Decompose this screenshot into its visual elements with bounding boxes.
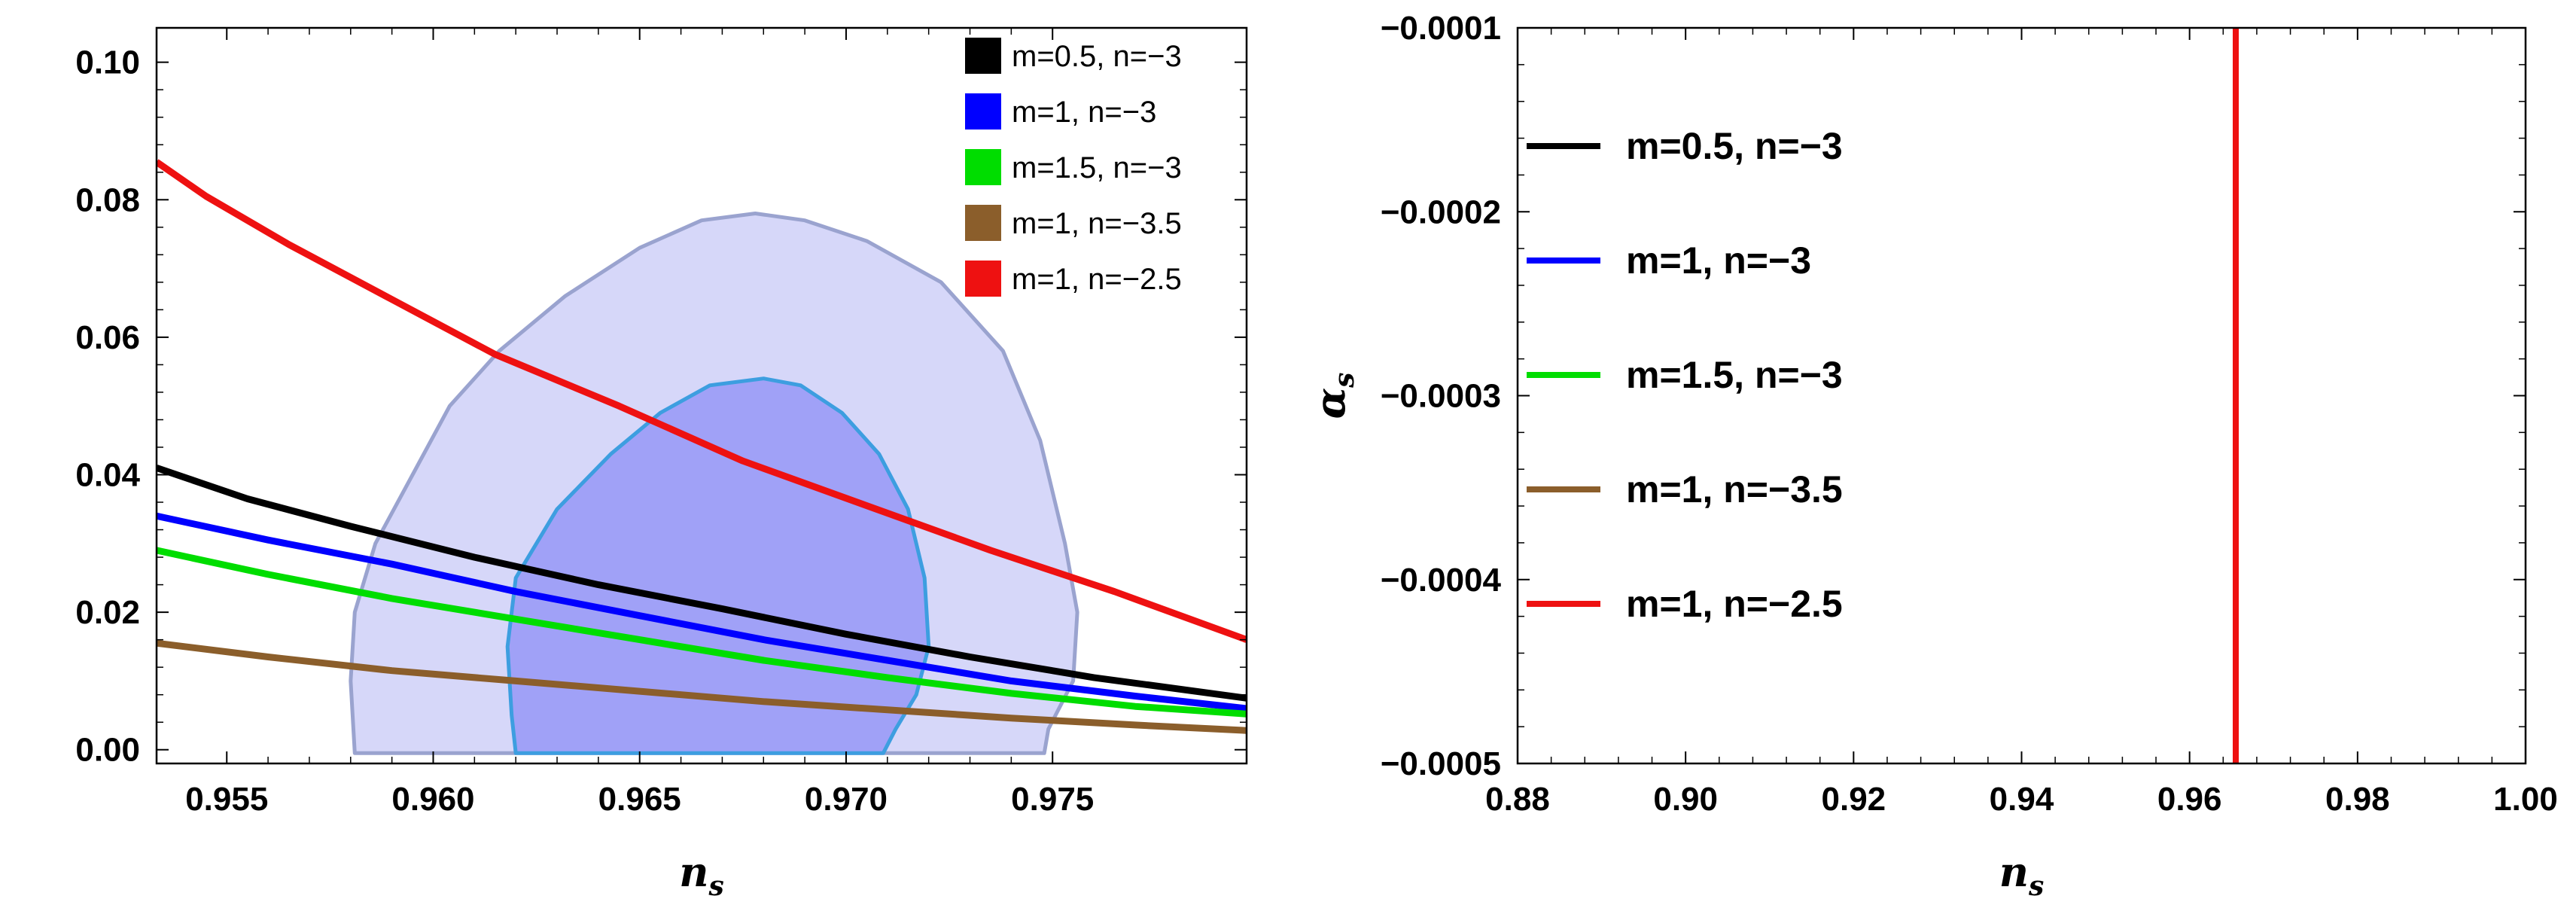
y-axis-title: αs bbox=[1306, 373, 1360, 419]
x-tick-label: 0.90 bbox=[1653, 781, 1718, 818]
series-line-4 bbox=[157, 159, 1247, 643]
x-tick-label: 1.00 bbox=[2493, 781, 2558, 818]
x-tick-label: 0.955 bbox=[185, 781, 268, 818]
x-tick-label: 0.98 bbox=[2325, 781, 2390, 818]
x-tick-label: 0.960 bbox=[391, 781, 474, 818]
x-tick-label: 0.88 bbox=[1485, 781, 1550, 818]
series-line-1 bbox=[157, 512, 1247, 712]
legend-label: m=0.5, n=−3 bbox=[1626, 125, 1843, 167]
y-tick-label: 0.06 bbox=[75, 319, 140, 356]
x-tick-label: 0.92 bbox=[1822, 781, 1886, 818]
legend-label: m=1, n=−3.5 bbox=[1626, 468, 1843, 510]
x-tick-label: 0.975 bbox=[1011, 781, 1094, 818]
legend-swatch bbox=[965, 261, 1001, 297]
x-tick-label: 0.965 bbox=[598, 781, 681, 818]
legend-label: m=1.5, n=−3 bbox=[1012, 151, 1182, 184]
legend-label: m=0.5, n=−3 bbox=[1012, 40, 1182, 73]
legend-label: m=1, n=−3 bbox=[1626, 239, 1811, 282]
y-tick-label: 0.02 bbox=[75, 594, 140, 631]
y-tick-label: 0.04 bbox=[75, 457, 140, 494]
x-axis-title: ns bbox=[679, 848, 724, 899]
legend-label: m=1.5, n=−3 bbox=[1626, 354, 1843, 396]
y-tick-label: 0.10 bbox=[75, 44, 140, 81]
series-line-2 bbox=[157, 547, 1247, 718]
legend-left: m=0.5, n=−3 m=1, n=−3 m=1.5, n=−3 m=1, n=−3… bbox=[965, 38, 1182, 297]
x-tick-label: 0.970 bbox=[805, 781, 888, 818]
legend-swatch bbox=[965, 38, 1001, 74]
series-line-0 bbox=[157, 465, 1247, 702]
y-tick-label: 0.08 bbox=[75, 181, 140, 218]
plot-area-left bbox=[157, 159, 1247, 755]
y-tick-label: −0.0001 bbox=[1381, 10, 1501, 47]
legend-swatch bbox=[965, 205, 1001, 241]
x-tick-label: 0.96 bbox=[2157, 781, 2222, 818]
plot-frame bbox=[155, 26, 1248, 765]
legend-swatch bbox=[965, 93, 1001, 130]
chart-right-alphas-vs-ns: 0.88 0.90 0.92 0.94 0.96 0.98 1.00 −0.0001 −0.00… bbox=[1306, 10, 2558, 899]
inner-confidence-region bbox=[505, 376, 931, 755]
y-tick-label: 0.00 bbox=[75, 732, 140, 769]
legend-label: m=1, n=−2.5 bbox=[1626, 583, 1843, 625]
x-tick-label: 0.94 bbox=[1990, 781, 2054, 818]
legend-label: m=1, n=−2.5 bbox=[1012, 263, 1182, 296]
x-axis-title: ns bbox=[1999, 848, 2045, 899]
legend-swatch bbox=[965, 149, 1001, 185]
y-tick-label: −0.0002 bbox=[1381, 194, 1501, 230]
y-tick-label: −0.0004 bbox=[1381, 562, 1502, 599]
y-tick-label: −0.0005 bbox=[1381, 745, 1501, 782]
series-line-3 bbox=[157, 639, 1247, 734]
plot-frame bbox=[1516, 26, 2527, 765]
legend-label: m=1, n=−3.5 bbox=[1012, 207, 1182, 240]
y-tick-label: −0.0003 bbox=[1381, 378, 1501, 415]
legend-right: m=0.5, n=−3 m=1, n=−3 m=1.5, n=−3 m=1, n=−3… bbox=[1527, 125, 1843, 625]
legend-label: m=1, n=−3 bbox=[1012, 96, 1156, 129]
chart-left-r-vs-ns: 0.955 0.960 0.965 0.970 0.975 0.00 0.02 0.04 0.0… bbox=[75, 26, 1248, 899]
